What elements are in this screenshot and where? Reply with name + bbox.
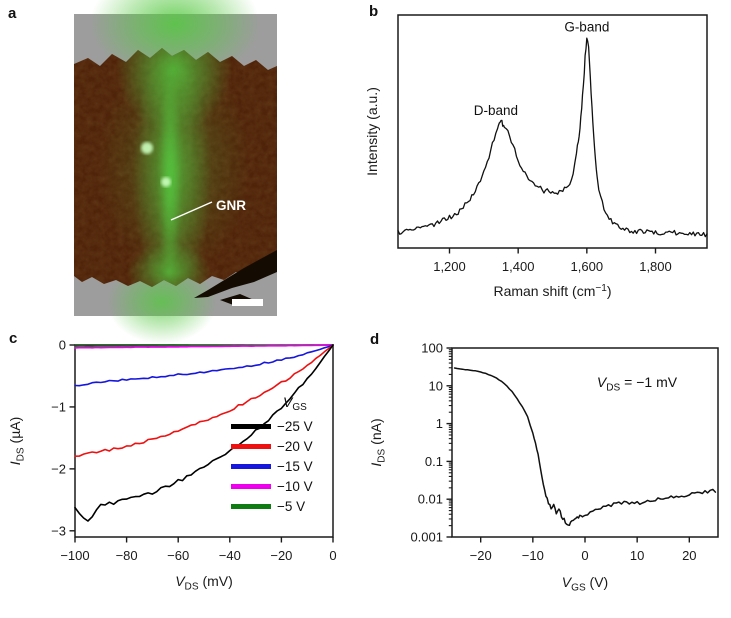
bright-spot bbox=[161, 177, 171, 187]
x-tick-label: −20 bbox=[470, 548, 492, 563]
scale-bar bbox=[232, 299, 263, 306]
y-tick-label: 0.01 bbox=[418, 492, 443, 507]
raman-curve bbox=[397, 37, 708, 238]
iv-curve-10 bbox=[74, 344, 334, 349]
x-tick-label: 20 bbox=[682, 548, 696, 563]
iv-curve-15 bbox=[74, 344, 334, 387]
legend-title-part: GS bbox=[292, 402, 307, 413]
plot-frame bbox=[397, 14, 708, 249]
panel-b-label: b bbox=[369, 3, 379, 20]
iv-curve-25 bbox=[74, 344, 334, 522]
output-curves-chart: −100 −80 −60 −40 −20 0 0 −1 −2 −3 VDS (mV) IDS (µA) bbox=[7, 338, 337, 593]
x-axis-label: VGS (V) bbox=[562, 574, 608, 594]
x-tick-label: 0 bbox=[329, 548, 336, 563]
legend-title-part: V bbox=[283, 394, 293, 410]
legend-label: −10 V bbox=[277, 478, 313, 494]
legend-swatch bbox=[231, 423, 271, 429]
legend: VGS −25 V −20 V −15 V −10 V −5 V bbox=[231, 394, 341, 516]
panel-d-label: d bbox=[370, 331, 380, 348]
dark-flake-fragment bbox=[194, 250, 277, 298]
raman-spectrum-chart: 1,200 1,400 1,600 1,800 Raman shift (cm−1) In… bbox=[364, 14, 708, 299]
x-axis-label: VDS (mV) bbox=[175, 573, 233, 593]
y-tick-label: −3 bbox=[51, 523, 66, 538]
gnr-fluorescence-overlay bbox=[99, 48, 249, 287]
x-axis-label: Raman shift (cm−1) bbox=[493, 283, 611, 299]
y-tick-label: 0 bbox=[59, 338, 66, 353]
x-tick-label: 1,200 bbox=[433, 259, 466, 274]
legend-label: −5 V bbox=[277, 498, 306, 514]
gnr-annotation-line bbox=[170, 201, 213, 221]
y-tick-label: 100 bbox=[421, 341, 443, 356]
x-tick-label: 1,600 bbox=[571, 259, 604, 274]
x-tick-label: 10 bbox=[630, 548, 644, 563]
x-tick-label: −60 bbox=[167, 548, 189, 563]
legend-swatch bbox=[231, 463, 271, 469]
x-tick-label: −20 bbox=[270, 548, 292, 563]
y-tick-label: −1 bbox=[51, 399, 66, 414]
y-tick-label: 10 bbox=[429, 378, 443, 393]
legend-item: −20 V bbox=[231, 436, 341, 456]
x-tick-label: −80 bbox=[116, 548, 138, 563]
legend-item: −5 V bbox=[231, 496, 341, 516]
legend-label: −25 V bbox=[277, 418, 313, 434]
x-tick-label: 0 bbox=[581, 548, 588, 563]
transfer-curve-chart: −20 −10 0 10 20 100 10 1 0.1 0.01 0.001 VGS (V) IDS … bbox=[368, 341, 719, 594]
x-tick-label: −100 bbox=[60, 548, 89, 563]
y-axis-label: IDS (nA) bbox=[368, 418, 388, 466]
legend-swatch bbox=[231, 443, 271, 449]
bright-spot bbox=[141, 142, 153, 154]
legend-item: −25 V bbox=[231, 416, 341, 436]
x-tick-label: 1,400 bbox=[502, 259, 535, 274]
x-tick-label: −10 bbox=[522, 548, 544, 563]
y-tick-label: −2 bbox=[51, 461, 66, 476]
panel-c-label: c bbox=[9, 330, 18, 347]
legend-label: −20 V bbox=[277, 438, 313, 454]
x-tick-label: −40 bbox=[219, 548, 241, 563]
panel-a-label: a bbox=[8, 5, 17, 22]
transfer-curve bbox=[453, 367, 717, 527]
iv-curve-20 bbox=[74, 344, 334, 457]
gnr-microscopy-image: GNR bbox=[74, 0, 277, 344]
y-tick-label: 0.1 bbox=[425, 454, 443, 469]
legend-swatch bbox=[231, 503, 271, 509]
legend-item: −10 V bbox=[231, 476, 341, 496]
legend-swatch bbox=[231, 483, 271, 489]
y-axis-label: Intensity (a.u.) bbox=[364, 87, 380, 176]
x-tick-label: 1,800 bbox=[639, 259, 672, 274]
y-axis-label: IDS (µA) bbox=[7, 417, 27, 466]
vds-annotation: VDS = −1 mV bbox=[597, 374, 678, 394]
legend-item: −15 V bbox=[231, 456, 341, 476]
y-tick-label: 0.001 bbox=[410, 530, 443, 545]
legend-title: VGS bbox=[231, 394, 341, 416]
peak-annotation: G-band bbox=[564, 19, 609, 34]
gnr-annotation-text: GNR bbox=[216, 198, 246, 213]
y-tick-label: 1 bbox=[436, 416, 443, 431]
legend-label: −15 V bbox=[277, 458, 313, 474]
peak-annotation: D-band bbox=[474, 103, 518, 118]
